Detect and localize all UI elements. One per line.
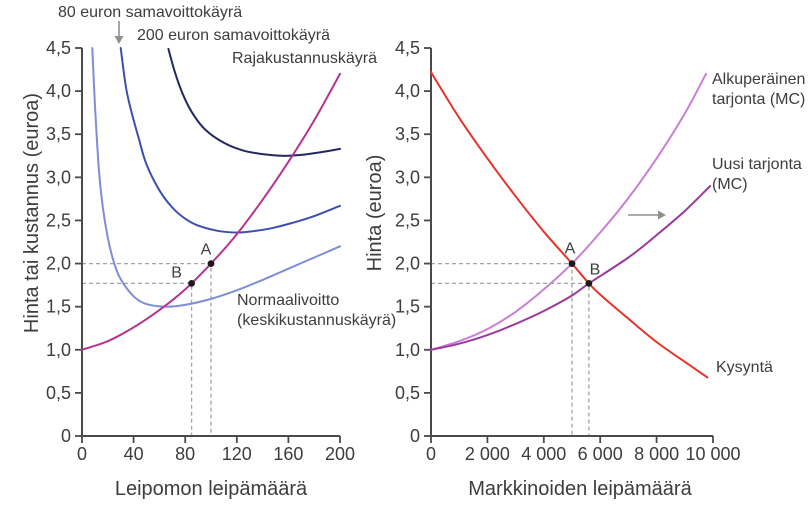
y-tick-label-left: 2,5 [46,210,71,230]
y-tick-label-left: 0,5 [46,383,71,403]
label-supply-new: (MC) [712,176,748,193]
y-axis-title-left: Hinta tai kustannus (euroa) [21,93,43,333]
y-tick-label-right: 0,5 [395,383,420,403]
y-tick-label-left: 4,5 [46,38,71,58]
label-normal-profit: Normaalivoitto [237,292,339,309]
point-A-label-left: A [201,242,212,259]
right-arrowhead-icon [658,210,666,220]
point-A-label-right: A [565,241,576,258]
x-axis-title-left: Leipomon leipämäärä [115,478,308,500]
y-tick-label-left: 1,5 [46,297,71,317]
label-normal-profit: (keskikustannuskäyrä) [237,312,396,329]
x-axis-title-right: Markkinoiden leipämäärä [468,478,692,500]
point-B-label-left: B [171,264,182,281]
x-tick-label-left: 200 [325,444,355,464]
point-B-guide-right [431,282,590,436]
y-tick-label-left: 2,0 [46,254,71,274]
y-tick-label-right: 1,5 [395,297,420,317]
y-tick-label-right: 2,5 [395,210,420,230]
down-arrowhead-icon [114,36,124,44]
point-B-dot-right [585,280,593,287]
y-tick-label-right: 2,0 [395,254,420,274]
x-tick-label-left: 120 [222,444,252,464]
point-B-guide-left [82,282,193,436]
x-tick-label-right: 6 000 [578,444,623,464]
x-tick-label-right: 8 000 [634,444,679,464]
point-A-dot-right [568,260,576,267]
point-B-label-right: B [590,261,601,278]
chart-right: 0 0,5 1,0 1,5 2,0 2,5 3,0 3,5 4,0 4,5 0 2 000 4 000 6… [364,38,805,500]
y-tick-label-right: 3,0 [395,167,420,187]
x-tick-label-right: 4 000 [521,444,566,464]
supply-original-curve [430,72,707,351]
isoprofit-200-curve [167,47,341,157]
average-cost-curve-curve [91,47,341,308]
supply-new-curve [430,185,712,351]
y-tick-label-left: 1,0 [46,340,71,360]
x-tick-label-right: 2 000 [465,444,510,464]
label-supply-new: Uusi tarjonta [712,156,802,173]
y-tick-label-right: 0 [410,426,420,446]
label-supply-original: tarjonta (MC) [712,91,805,108]
label-demand: Kysyntä [716,359,773,376]
x-tick-label-left: 40 [124,444,144,464]
point-A-guide-right [431,262,573,436]
y-tick-label-left: 3,5 [46,124,71,144]
y-axis-title-right: Hinta (euroa) [364,155,386,272]
label-isoprofit-200: 200 euron samavoittokäyrä [137,27,330,44]
x-tick-label-left: 160 [273,444,303,464]
point-B-dot-left [188,280,196,287]
isoprofit-80-curve [119,47,341,234]
label-supply-original: Alkuperäinen [712,71,805,88]
y-tick-label-left: 0 [61,426,71,446]
y-tick-label-right: 1,0 [395,340,420,360]
y-tick-label-left: 3,0 [46,167,71,187]
chart-left: 0 0,5 1,0 1,5 2,0 2,5 3,0 3,5 4,0 4,5 0 40 80 120 160 2… [21,4,396,500]
x-tick-label-right: 0 [426,444,436,464]
point-A-dot-left [207,260,215,267]
y-tick-label-right: 4,0 [395,81,420,101]
x-tick-label-right: 10 000 [685,444,740,464]
label-marginal-cost: Rajakustannuskäyrä [232,50,377,67]
x-tick-label-left: 0 [77,444,87,464]
y-tick-label-right: 4,5 [395,38,420,58]
label-isoprofit-80: 80 euron samavoittokäyrä [58,4,242,21]
y-tick-label-left: 4,0 [46,81,71,101]
x-tick-label-left: 80 [175,444,195,464]
y-tick-label-right: 3,5 [395,124,420,144]
demand-curve [430,71,709,379]
